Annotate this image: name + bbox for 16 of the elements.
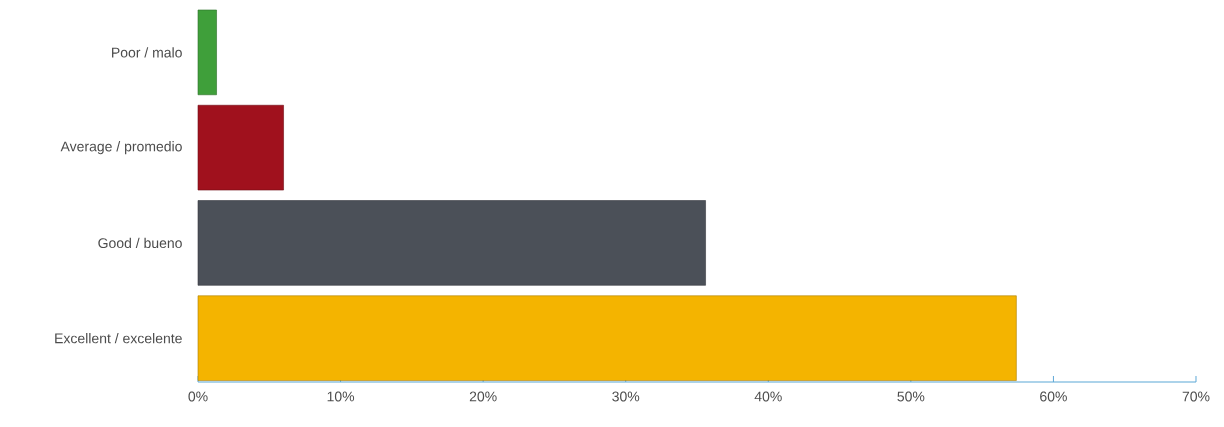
y-tick-label: Average / promedio — [60, 141, 182, 155]
y-tick-label: Poor / malo — [112, 47, 182, 58]
y-tick-label: Excellent / excelente — [55, 333, 182, 344]
bar — [197, 200, 706, 286]
bar — [197, 104, 284, 191]
x-tick-label: 30% — [612, 391, 640, 402]
x-tick-label: 60% — [1040, 391, 1067, 402]
x-tick-label: 40% — [754, 391, 782, 402]
bar — [197, 9, 217, 96]
x-tick-label: 10% — [327, 391, 355, 402]
x-tick-label: 20% — [469, 391, 497, 402]
x-tick-label: 0% — [188, 391, 208, 402]
bar — [197, 295, 1017, 381]
x-tick-label: 50% — [897, 391, 925, 402]
y-tick-label: Good / bueno — [98, 237, 182, 249]
x-tick-label: 70% — [1182, 391, 1210, 402]
